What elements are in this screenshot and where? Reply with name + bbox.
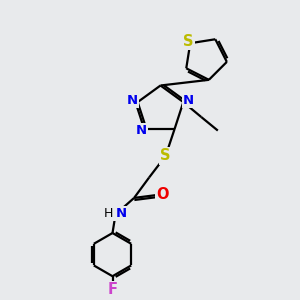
- Text: N: N: [115, 207, 127, 220]
- Text: F: F: [107, 282, 118, 297]
- Text: N: N: [183, 94, 194, 107]
- Text: O: O: [157, 188, 169, 202]
- Text: S: S: [184, 34, 194, 49]
- Text: N: N: [127, 94, 138, 107]
- Text: N: N: [135, 124, 147, 137]
- Text: H: H: [104, 207, 113, 220]
- Text: S: S: [160, 148, 171, 164]
